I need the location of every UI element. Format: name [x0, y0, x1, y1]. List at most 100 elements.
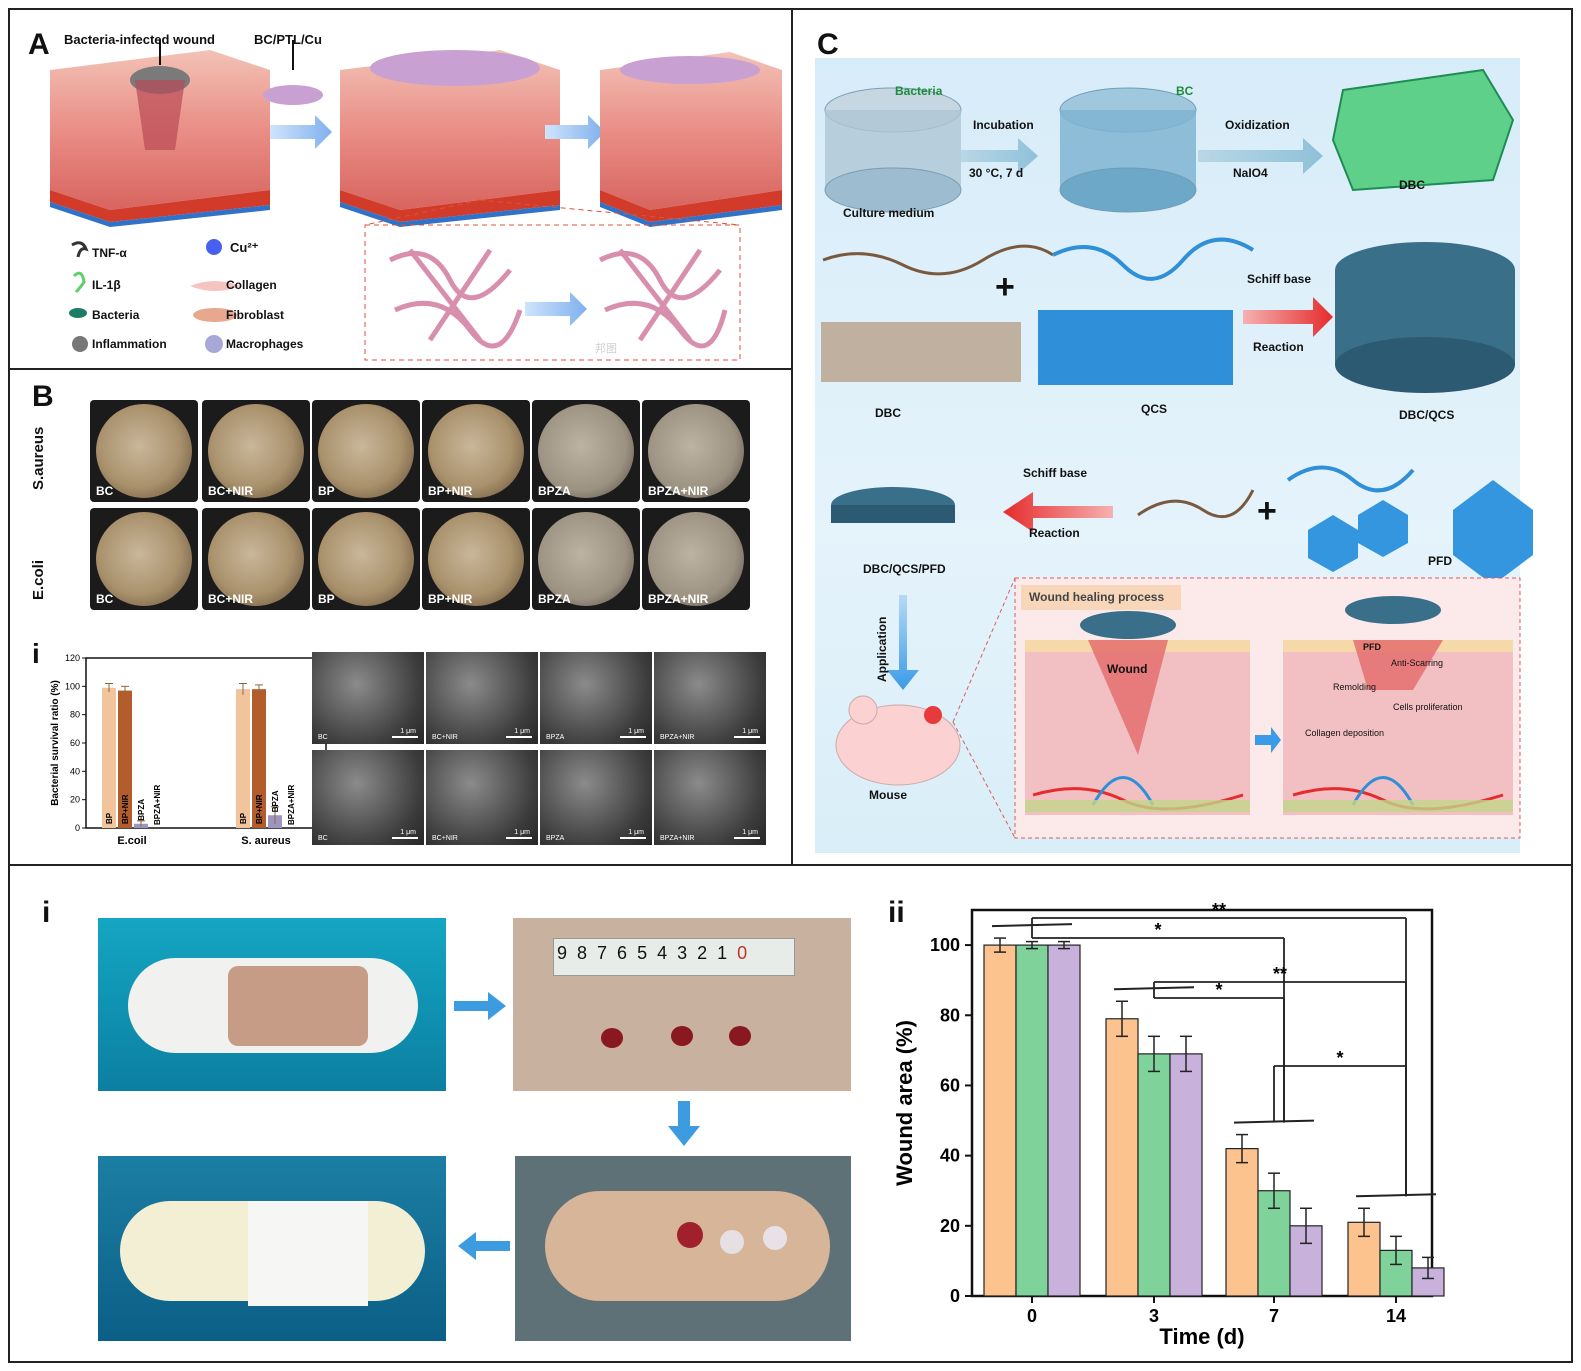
- y-tick-label: 80: [70, 710, 80, 720]
- panel-a-illustration: [50, 40, 782, 361]
- panel-b-sub-label: i: [32, 638, 40, 669]
- panel-b: B S.aureus E.coli BC BC+NIR BP BP+NIR BP…: [8, 368, 793, 866]
- plate-ecoli-bc: BC: [90, 508, 198, 610]
- group-bracket: [1355, 1193, 1437, 1198]
- plate-saureus-bpza-nir: BPZA+NIR: [642, 400, 750, 502]
- y-tick-label: 60: [70, 738, 80, 748]
- panel-d-label-i: i: [42, 896, 51, 929]
- significance-mark: *: [1215, 980, 1222, 1000]
- reaction-2: Reaction: [1029, 526, 1080, 540]
- bar-series-label: BP+NIR: [255, 794, 264, 824]
- bar: [102, 687, 116, 828]
- y-tick-label: 20: [940, 1216, 960, 1236]
- plate-saureus-bc: BC: [90, 400, 198, 502]
- dbc-label: DBC: [1399, 178, 1425, 192]
- bar: [1047, 944, 1081, 1297]
- schiff-base-2: Schiff base: [1023, 466, 1088, 480]
- rat-photo-dressed: [98, 1156, 446, 1341]
- bar: [1105, 1018, 1139, 1297]
- panel-a-label: A: [28, 28, 50, 61]
- x-tick-label: 3: [1149, 1306, 1159, 1326]
- naio4-label: NaIO4: [1233, 166, 1268, 180]
- y-tick-label: 80: [940, 1005, 960, 1025]
- panel-c: C: [791, 8, 1573, 866]
- culture-medium-label: Culture medium: [843, 206, 935, 220]
- row-label-saureus: S.aureus: [30, 426, 47, 490]
- dbc-qcs-label: DBC/QCS: [1399, 408, 1455, 422]
- x-tick-label: 14: [1386, 1306, 1406, 1326]
- rat-photo-hydrogel: [515, 1156, 851, 1341]
- y-tick-label: 40: [940, 1146, 960, 1166]
- wound-label: Wound: [1107, 662, 1148, 676]
- sem-bottom-bpza-nir: BPZA+NIR 1 μm: [654, 750, 766, 845]
- bar-series-label: BP: [105, 812, 114, 824]
- bc-label: BC: [1176, 84, 1194, 98]
- bar-series-label: BPZA: [271, 790, 280, 812]
- bar: [236, 689, 250, 828]
- legend-tnf: TNF-α: [92, 246, 127, 260]
- x-axis-label: Time (d): [1159, 1324, 1244, 1349]
- infected-wound-label: Bacteria-infected wound: [64, 32, 215, 47]
- bar: [983, 944, 1017, 1297]
- y-tick-label: 20: [70, 795, 80, 805]
- dbc-qcs-pfd-label: DBC/QCS/PFD: [863, 562, 946, 576]
- y-axis-label: Bacterial survival ratio (%): [50, 680, 61, 806]
- sem-top-bpza: BPZA 1 μm: [540, 652, 652, 744]
- sem-top-bc: BC 1 μm: [312, 652, 424, 744]
- bar-series-label: BPZA+NIR: [287, 785, 296, 825]
- bar-series-label: BP: [239, 812, 248, 824]
- legend-il1b: IL-1β: [92, 278, 121, 292]
- wound-area-chart: 0 20 40 60 80 100 Wound area (%) Time (d) 0 3 7 14 *…: [892, 900, 1445, 1349]
- plate-saureus-bpza: BPZA: [532, 400, 640, 502]
- y-axis-label: Wound area (%): [892, 1020, 917, 1186]
- legend-cu: Cu²⁺: [230, 240, 259, 255]
- y-tick-label: 0: [950, 1286, 960, 1306]
- wound-healing-title: Wound healing process: [1029, 590, 1165, 604]
- pfd-wound-label: PFD: [1363, 642, 1381, 652]
- anti-scarring-label: Anti-Scarring: [1391, 658, 1444, 668]
- application-label: Application: [875, 616, 889, 682]
- bar: [1137, 1053, 1171, 1297]
- skin-block-2: [340, 50, 560, 227]
- bar-series-label: BPZA: [137, 799, 146, 821]
- panel-d: i 9876543210 ii 0 20 40 60 80 100 Wound area (…: [8, 864, 1573, 1363]
- y-tick-label: 60: [940, 1075, 960, 1095]
- sem-bottom-bc: BC 1 μm: [312, 750, 424, 845]
- bar: [1169, 1053, 1203, 1297]
- qcs-label: QCS: [1141, 402, 1168, 416]
- legend-bacteria: Bacteria: [92, 308, 140, 322]
- pfd-label: PFD: [1428, 554, 1452, 568]
- y-tick-label: 100: [65, 681, 80, 691]
- legend-macrophages: Macrophages: [226, 337, 304, 351]
- watermark: 邦图: [595, 343, 617, 355]
- schiff-base-1: Schiff base: [1247, 272, 1312, 286]
- bacteria-label: Bacteria: [895, 84, 943, 98]
- photo-flow-arrows: [454, 992, 700, 1260]
- plus-sign-1: +: [995, 268, 1015, 306]
- material-label: BC/PTL/Cu: [254, 32, 322, 47]
- bar: [1015, 944, 1049, 1297]
- x-tick-label: 7: [1269, 1306, 1279, 1326]
- x-category-label: S. aureus: [241, 835, 291, 847]
- bar: [118, 690, 132, 828]
- panel-c-label: C: [817, 28, 839, 61]
- y-tick-label: 120: [65, 653, 80, 663]
- x-category-label: E.coil: [117, 835, 146, 847]
- significance-mark: **: [1273, 964, 1287, 984]
- oxidization-label: Oxidization: [1225, 118, 1290, 132]
- panel-a: A Bacteria-infected wound BC/PTL/Cu: [8, 8, 793, 370]
- bar: [1225, 1148, 1259, 1297]
- y-tick-label: 100: [930, 935, 960, 955]
- legend-collagen: Collagen: [226, 278, 277, 292]
- plate-ecoli-bpza: BPZA: [532, 508, 640, 610]
- skin-block-3: [600, 52, 782, 227]
- significance-mark: **: [1212, 900, 1226, 920]
- bar-series-label: BP+NIR: [121, 794, 130, 824]
- plate-ecoli-bc-nir: BC+NIR: [202, 508, 310, 610]
- sem-top-bpza-nir: BPZA+NIR 1 μm: [654, 652, 766, 744]
- plate-saureus-bp-nir: BP+NIR: [422, 400, 530, 502]
- plate-saureus-bc-nir: BC+NIR: [202, 400, 310, 502]
- panel-d-label-ii: ii: [888, 896, 905, 929]
- collagen-deposition-label: Collagen deposition: [1305, 728, 1385, 738]
- rat-photo-shaved: [98, 918, 446, 1091]
